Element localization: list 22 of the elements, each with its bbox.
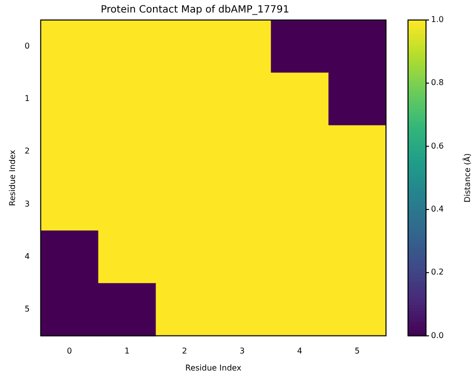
y-tick-label: 4 [24, 252, 30, 261]
x-tick-label: 3 [240, 346, 245, 356]
x-tick-label: 5 [354, 346, 360, 356]
color-bar-label: 0.8 [431, 78, 444, 88]
x-axis-title: Residue Index [185, 363, 242, 372]
x-tick-label: 1 [124, 346, 130, 356]
y-tick-label: 2 [24, 146, 30, 156]
x-tick-label: 4 [297, 346, 302, 356]
x-tick-label: 2 [182, 346, 188, 356]
color-bar-label: 1.0 [431, 15, 444, 24]
color-bar-label: 0.6 [431, 141, 444, 150]
y-tick-label: 3 [24, 199, 30, 208]
y-tick-label: 1 [24, 94, 30, 104]
color-bar-label: 0.0 [431, 330, 444, 340]
color-bar-title: Distance (Å) [462, 153, 472, 203]
x-tick-label: 0 [66, 346, 72, 356]
y-tick-label: 5 [24, 304, 30, 314]
chart-title: Protein Contact Map of dbAMP_17791 [100, 4, 290, 16]
color-bar-label: 0.4 [431, 204, 444, 214]
color-bar-label: 0.2 [431, 268, 444, 277]
y-tick-label: 0 [24, 41, 30, 50]
y-axis-title: Residue Index [8, 150, 17, 206]
